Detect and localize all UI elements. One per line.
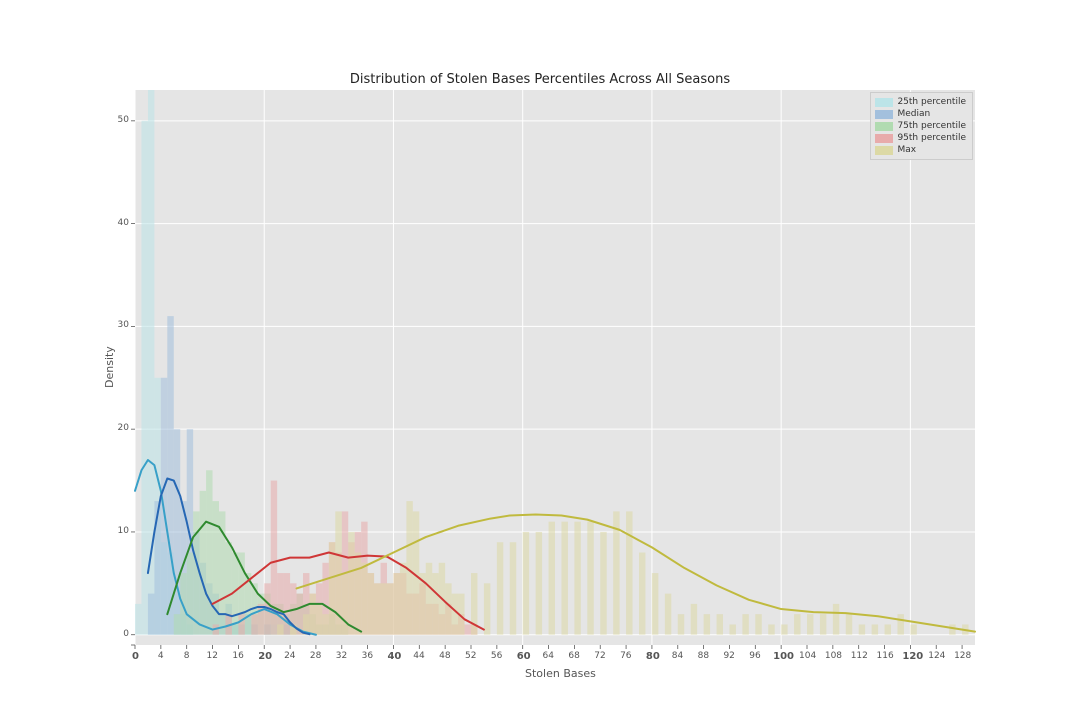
legend-item: Median bbox=[875, 108, 966, 120]
legend-swatch bbox=[875, 122, 893, 131]
legend-swatch bbox=[875, 98, 893, 107]
x-tick-label: 12 bbox=[207, 651, 218, 661]
legend-swatch bbox=[875, 146, 893, 155]
legend-item: 95th percentile bbox=[875, 132, 966, 144]
legend-label: Median bbox=[897, 108, 930, 120]
x-tick-label: 68 bbox=[568, 651, 579, 661]
x-tick-label: 16 bbox=[232, 651, 243, 661]
x-tick-label: 88 bbox=[698, 651, 709, 661]
legend-label: 25th percentile bbox=[897, 96, 966, 108]
legend-item: 25th percentile bbox=[875, 96, 966, 108]
y-tick-label: 50 bbox=[118, 115, 129, 125]
y-axis-label: Density bbox=[103, 346, 116, 388]
x-tick-label: 60 bbox=[517, 651, 531, 662]
y-tick-label: 10 bbox=[118, 526, 129, 536]
legend: 25th percentileMedian75th percentile95th… bbox=[870, 92, 973, 160]
x-tick-label: 104 bbox=[799, 651, 816, 661]
legend-label: Max bbox=[897, 144, 916, 156]
y-tick-label: 20 bbox=[118, 423, 129, 433]
x-tick-label: 116 bbox=[877, 651, 894, 661]
x-tick-label: 40 bbox=[387, 651, 401, 662]
x-tick-label: 100 bbox=[773, 651, 794, 662]
x-tick-label: 64 bbox=[543, 651, 554, 661]
legend-label: 95th percentile bbox=[897, 132, 966, 144]
x-tick-label: 124 bbox=[928, 651, 945, 661]
x-tick-label: 128 bbox=[954, 651, 971, 661]
x-tick-label: 112 bbox=[851, 651, 868, 661]
legend-swatch bbox=[875, 110, 893, 119]
x-tick-label: 44 bbox=[413, 651, 424, 661]
y-tick-label: 30 bbox=[118, 320, 129, 330]
x-tick-label: 120 bbox=[902, 651, 923, 662]
legend-swatch bbox=[875, 134, 893, 143]
x-tick-label: 108 bbox=[825, 651, 842, 661]
x-tick-label: 84 bbox=[672, 651, 683, 661]
legend-item: 75th percentile bbox=[875, 120, 966, 132]
y-tick-label: 40 bbox=[118, 218, 129, 228]
x-tick-label: 4 bbox=[158, 651, 164, 661]
x-tick-label: 24 bbox=[284, 651, 295, 661]
x-tick-label: 72 bbox=[594, 651, 605, 661]
x-tick-label: 80 bbox=[646, 651, 660, 662]
y-tick-label: 0 bbox=[123, 629, 129, 639]
x-tick-label: 36 bbox=[362, 651, 373, 661]
x-tick-label: 96 bbox=[749, 651, 760, 661]
x-tick-label: 56 bbox=[491, 651, 502, 661]
legend-label: 75th percentile bbox=[897, 120, 966, 132]
chart-figure: Distribution of Stolen Bases Percentiles… bbox=[0, 0, 1080, 720]
legend-item: Max bbox=[875, 144, 966, 156]
x-tick-label: 48 bbox=[439, 651, 450, 661]
x-tick-label: 76 bbox=[620, 651, 631, 661]
x-axis-label: Stolen Bases bbox=[525, 667, 596, 680]
x-tick-label: 0 bbox=[132, 651, 139, 662]
x-tick-label: 20 bbox=[258, 651, 272, 662]
x-tick-label: 8 bbox=[184, 651, 190, 661]
x-tick-label: 28 bbox=[310, 651, 321, 661]
x-tick-label: 52 bbox=[465, 651, 476, 661]
x-tick-label: 32 bbox=[336, 651, 347, 661]
x-tick-label: 92 bbox=[723, 651, 734, 661]
